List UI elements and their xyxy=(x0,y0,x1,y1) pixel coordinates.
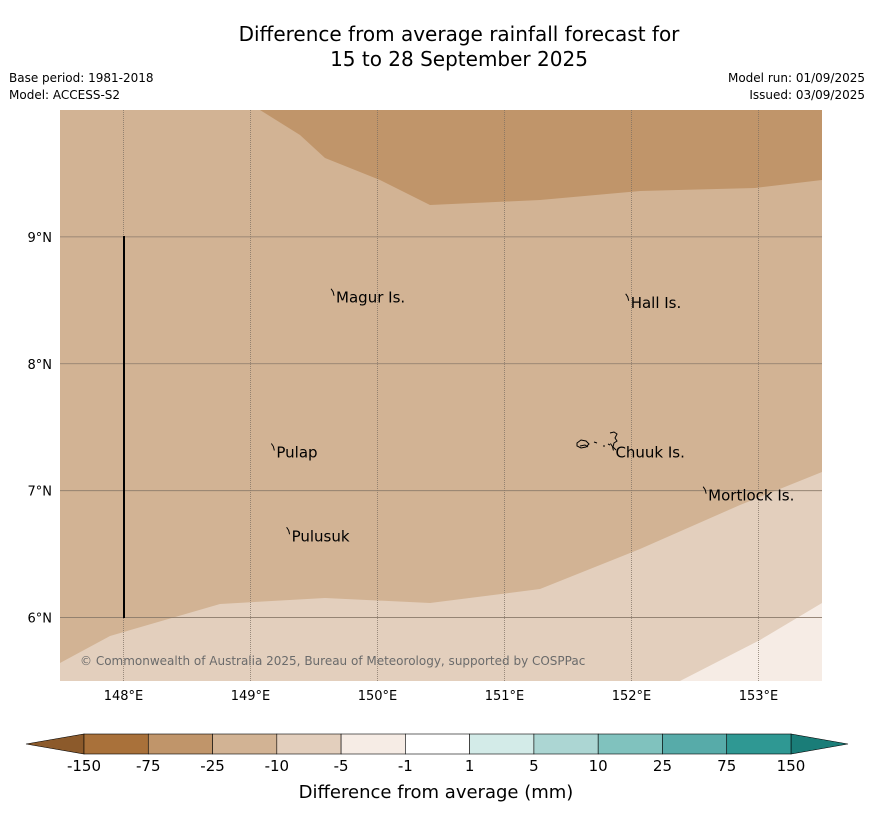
base-period-text: Base period: 1981-2018 xyxy=(9,71,154,85)
model-run-text: Model run: 01/09/2025 xyxy=(727,71,865,85)
colorbar-tick-label: -75 xyxy=(136,757,161,775)
colorbar-swatch xyxy=(726,733,792,755)
x-axis-ticks: 148°E 149°E 150°E 151°E 152°E 153°E xyxy=(104,689,779,704)
colorbar-tick-label: -25 xyxy=(200,757,225,775)
colorbar-tick-label: -150 xyxy=(67,757,101,775)
place-label: Magur Is. xyxy=(336,289,405,307)
island-outline xyxy=(330,288,335,296)
title-line-1: Difference from average rainfall forecas… xyxy=(238,22,680,46)
colorbar-tick-label: 10 xyxy=(589,757,608,775)
title-line-2: 15 to 28 September 2025 xyxy=(330,47,588,71)
island-outline xyxy=(625,293,630,301)
place-label: Pulap xyxy=(276,444,317,462)
island-outline xyxy=(702,486,707,494)
x-tick-label: 150°E xyxy=(358,689,398,704)
island-outline xyxy=(286,526,291,535)
issued-text: Issued: 03/09/2025 xyxy=(749,88,865,102)
map-title: Difference from average rainfall forecas… xyxy=(0,22,873,72)
island-outline xyxy=(610,443,614,451)
colorbar-title: Difference from average (mm) xyxy=(299,782,574,803)
colorbar-tick-label: 5 xyxy=(529,757,539,775)
colorbar-tick-label: 1 xyxy=(465,757,475,775)
colorbar-tick-label: 75 xyxy=(717,757,736,775)
colorbar-swatch xyxy=(469,733,535,755)
place-label: Hall Is. xyxy=(631,294,682,312)
place-markers: Magur Is. Hall Is. Pulap Chuuk Is. Mortlock … xyxy=(270,288,794,545)
colorbar-extend-low xyxy=(25,733,85,755)
colorbar-swatch xyxy=(405,733,470,755)
colorbar-swatch xyxy=(147,733,213,755)
colorbar-swatch xyxy=(597,733,663,755)
graticule xyxy=(60,110,822,681)
band-minus75-minus25 xyxy=(260,110,822,205)
colorbar-swatch xyxy=(276,733,342,755)
y-tick-label: 9°N xyxy=(28,231,53,246)
colorbar-tick-label: -10 xyxy=(265,757,290,775)
colorbar-tick-label: 150 xyxy=(777,757,806,775)
x-tick-label: 151°E xyxy=(485,689,525,704)
place-label: Mortlock Is. xyxy=(708,487,794,505)
copyright-text: © Commonwealth of Australia 2025, Bureau… xyxy=(80,654,585,668)
colorbar-swatch xyxy=(212,733,278,755)
y-tick-label: 6°N xyxy=(28,612,53,627)
chuuk-atoll-outline xyxy=(576,431,618,451)
meta-right: Model run: 01/09/2025 Issued: 03/09/2025 xyxy=(728,70,865,104)
place-label: Chuuk Is. xyxy=(615,444,684,462)
colorbar-swatch xyxy=(83,733,149,755)
place-label: Pulusuk xyxy=(292,527,350,545)
band-minus5-minus1 xyxy=(680,603,822,681)
colorbar-swatch xyxy=(533,733,599,755)
colorbar-swatch xyxy=(340,733,406,755)
y-tick-label: 7°N xyxy=(28,485,53,500)
x-tick-label: 148°E xyxy=(104,689,144,704)
colorbar-tick-label: -1 xyxy=(398,757,413,775)
x-tick-label: 149°E xyxy=(231,689,271,704)
y-axis-ticks: 9°N 8°N 7°N 6°N xyxy=(28,231,53,627)
y-tick-label: 8°N xyxy=(28,358,53,373)
colorbar: -150 -75 -25 -10 -5 -1 1 5 10 25 75 150 Difference f… xyxy=(25,733,849,803)
x-tick-label: 153°E xyxy=(739,689,779,704)
island-outline xyxy=(270,443,275,451)
colorbar-tick-label: -5 xyxy=(334,757,349,775)
model-text: Model: ACCESS-S2 xyxy=(9,88,121,102)
colorbar-extend-high xyxy=(790,733,849,755)
colorbar-swatch xyxy=(662,733,728,755)
meta-left: Base period: 1981-2018 Model: ACCESS-S2 xyxy=(9,70,154,104)
colorbar-tick-label: 25 xyxy=(653,757,672,775)
x-tick-label: 152°E xyxy=(612,689,652,704)
map-area: Magur Is. Hall Is. Pulap Chuuk Is. Mortlock … xyxy=(60,110,822,681)
